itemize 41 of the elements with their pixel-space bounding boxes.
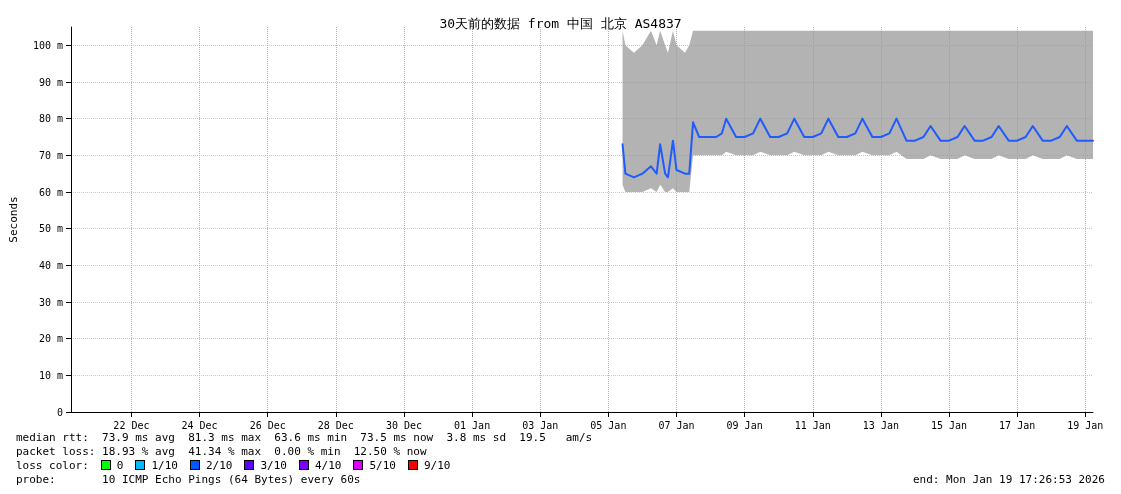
y-tick-label: 80 m	[38, 113, 63, 125]
x-tick-label: 01 Jan	[454, 419, 491, 431]
y-tick-label: 0	[56, 406, 63, 418]
x-tick-label: 28 Dec	[317, 419, 354, 431]
y-tick-label: 90 m	[38, 76, 63, 88]
y-tick-label: 10 m	[38, 369, 63, 381]
x-tick-label: 07 Jan	[658, 419, 695, 431]
x-tick-label: 26 Dec	[249, 419, 286, 431]
text: 3/10	[260, 459, 287, 472]
x-tick-label: 30 Dec	[385, 419, 423, 431]
x-tick-label: 05 Jan	[590, 419, 627, 431]
text: 0	[116, 459, 124, 472]
x-tick-label: 11 Jan	[794, 419, 831, 431]
text: 5/10	[369, 459, 396, 472]
text: 9/10	[423, 459, 451, 472]
text: median rtt: 73.9 ms avg 81.3 ms max 63.6 ms min 73.5 ms now 3.8 ms sd 19.5 am/s	[16, 431, 593, 444]
y-tick-label: 20 m	[38, 333, 63, 345]
text: 1/10	[151, 459, 178, 472]
text: 4/10	[314, 459, 342, 472]
y-tick-label: 50 m	[38, 223, 63, 235]
text: probe: 10 ICMP Echo Pings (64 Bytes) every 60s	[16, 473, 361, 486]
y-tick-label: 100 m	[32, 39, 63, 51]
line-series	[621, 117, 1094, 179]
x-tick-label: 03 Jan	[522, 419, 559, 431]
x-tick-label: 17 Jan	[999, 419, 1036, 431]
text: 2/10	[205, 459, 233, 472]
y-tick-label: 30 m	[38, 296, 63, 308]
x-tick-label: 22 Dec	[113, 419, 150, 431]
text: end: Mon Jan 19 17:26:53 2026	[912, 473, 1105, 486]
x-tick-label: 19 Jan	[1067, 419, 1104, 431]
text: packet loss: 18.93 % avg 41.34 % max 0.00 % min 12.50 % now	[16, 445, 427, 458]
y-axis-title: Seconds	[7, 196, 20, 243]
y-tick-label: 70 m	[38, 149, 63, 161]
chart-title: 30天前的数据 from 中国 北京 AS4837	[439, 16, 682, 31]
y-tick-label: 40 m	[38, 259, 63, 271]
x-tick-label: 24 Dec	[181, 419, 218, 431]
x-tick-label: 15 Jan	[930, 419, 968, 431]
text: loss color:	[16, 459, 89, 472]
x-tick-label: 09 Jan	[726, 419, 763, 431]
y-tick-label: 60 m	[38, 186, 63, 198]
x-tick-label: 13 Jan	[862, 419, 899, 431]
